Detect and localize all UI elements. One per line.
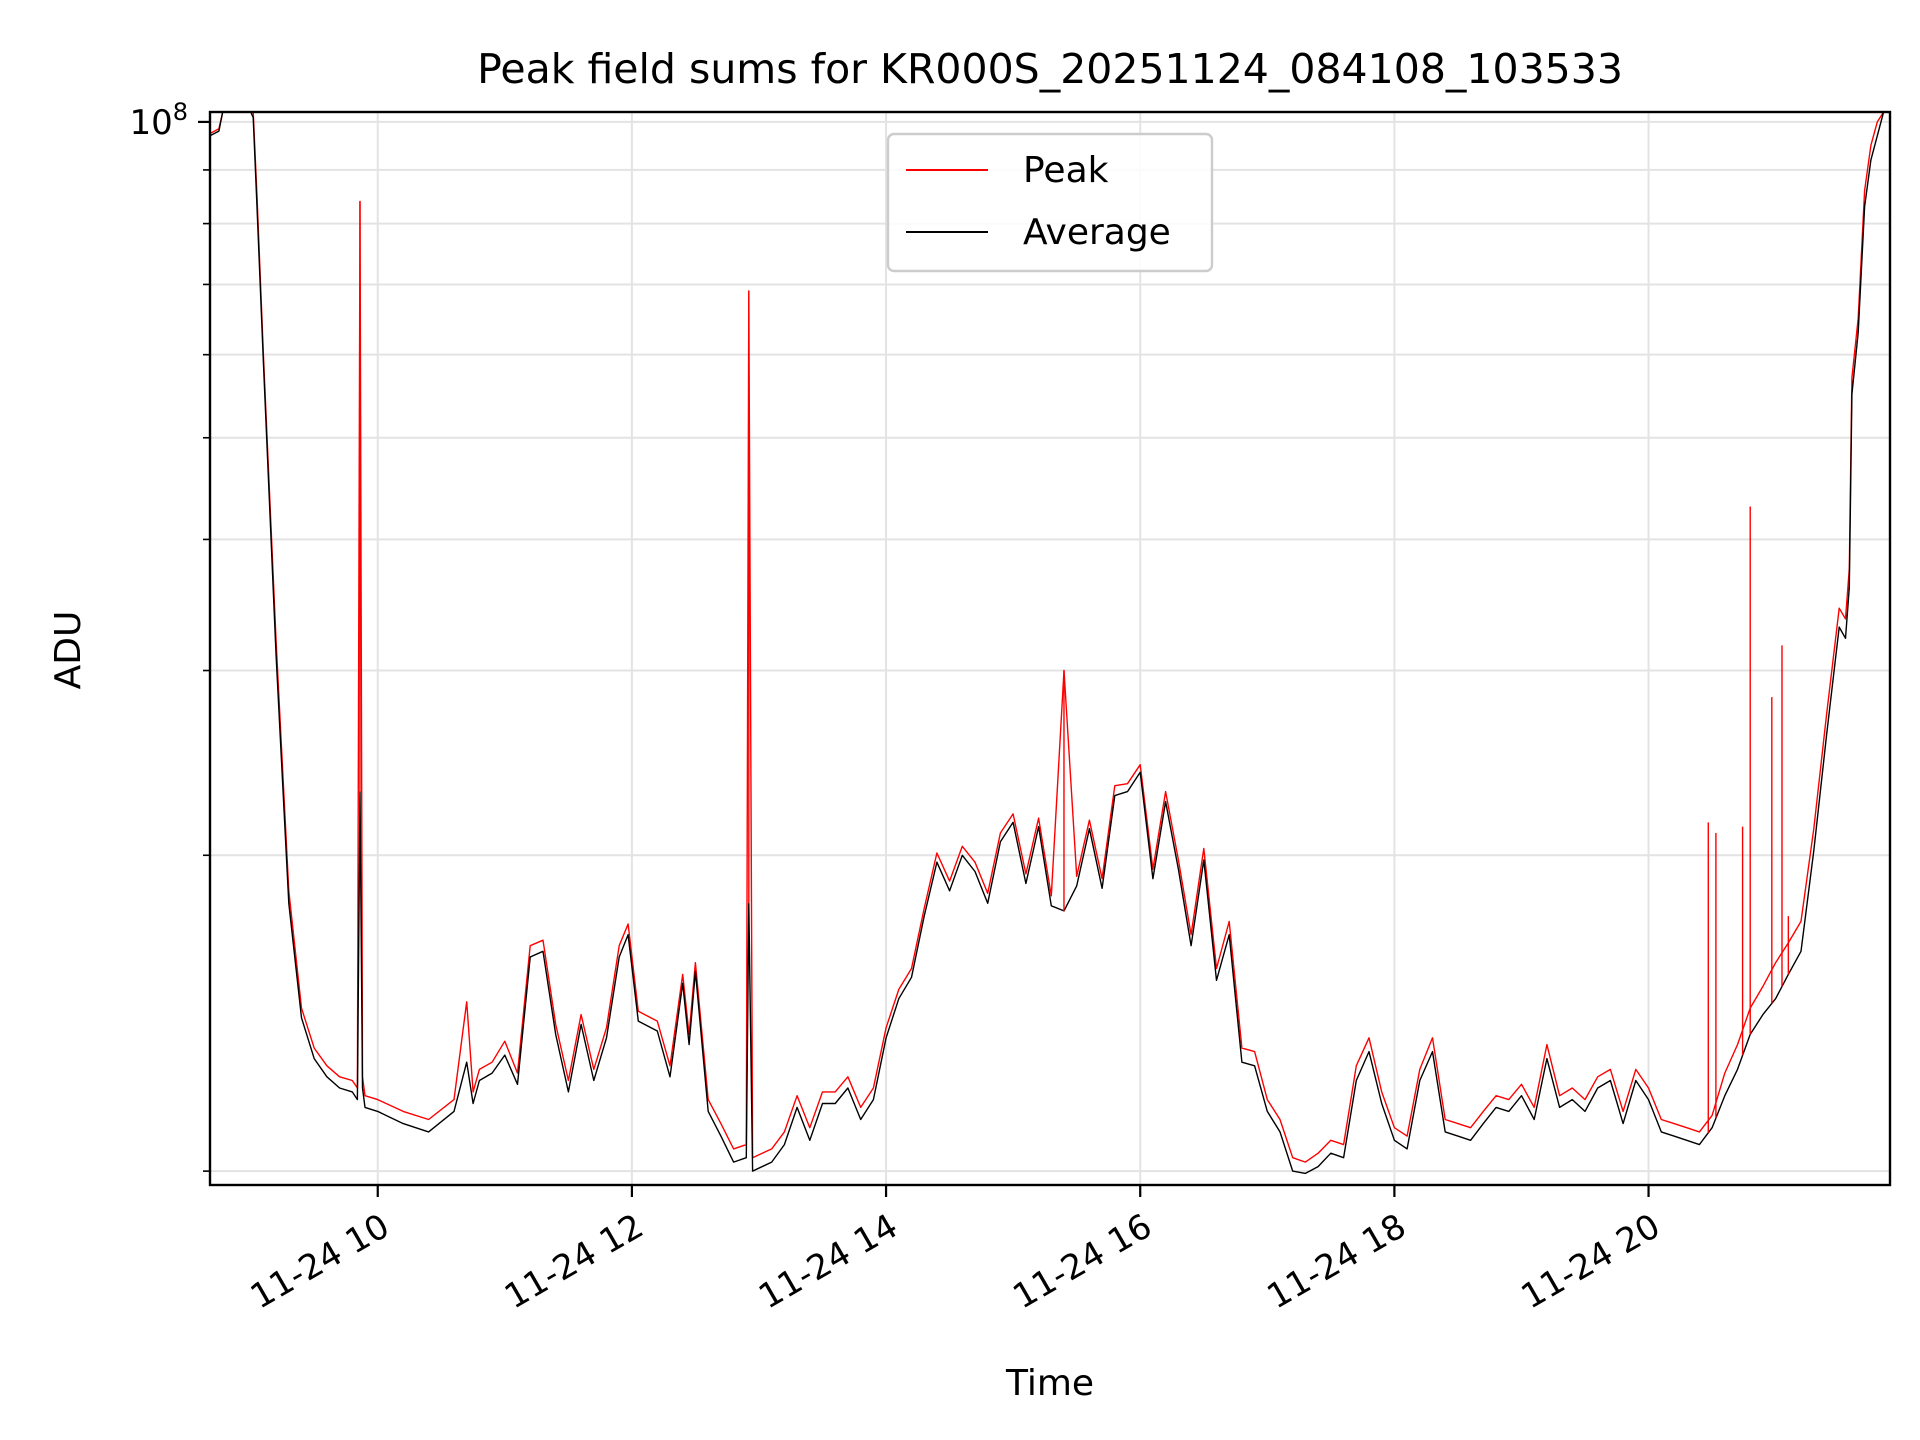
- series-line-peak: [209, 111, 1890, 1163]
- legend: Peak Average: [886, 132, 1214, 273]
- x-axis-label: Time: [1005, 1363, 1094, 1404]
- series-line-average: [209, 111, 1890, 1175]
- legend-peak-label: Peak: [1023, 150, 1109, 191]
- y-axis-label: ADU: [48, 611, 89, 690]
- series-layer: [209, 111, 1890, 1175]
- legend-box: [886, 132, 1214, 273]
- legend-average-label: Average: [1023, 212, 1171, 253]
- y-tick-label: 108: [129, 98, 188, 143]
- plot-frame: [208, 110, 1892, 1187]
- chart-title: Peak field sums for KR000S_20251124_0841…: [477, 45, 1623, 93]
